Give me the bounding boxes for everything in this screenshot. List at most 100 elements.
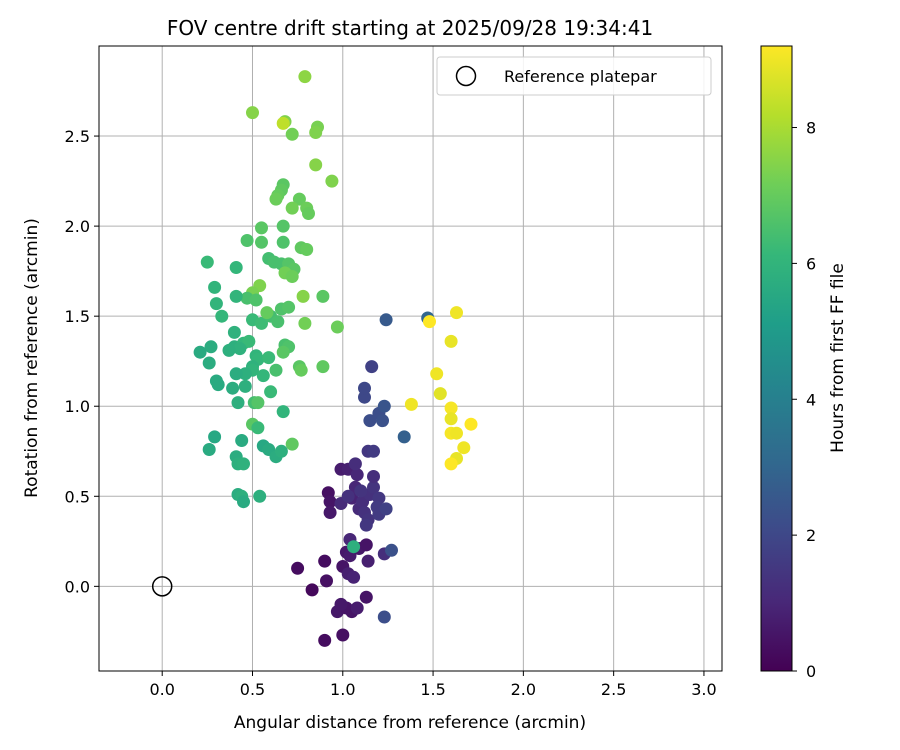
x-tick-label: 1.0	[330, 680, 355, 699]
data-point	[255, 235, 268, 249]
data-point	[215, 309, 229, 323]
data-point	[227, 325, 241, 339]
data-point	[365, 360, 379, 374]
data-point	[285, 201, 299, 215]
data-point	[348, 457, 362, 471]
data-point	[264, 385, 278, 399]
data-point	[255, 316, 268, 330]
x-tick-label: 2.0	[511, 680, 536, 699]
data-point	[251, 421, 265, 435]
data-point	[235, 434, 249, 447]
data-point	[323, 506, 337, 519]
data-point	[363, 414, 377, 428]
data-point	[276, 219, 290, 233]
data-point	[229, 261, 243, 274]
data-points	[193, 70, 478, 647]
data-point	[350, 601, 364, 615]
x-axis-label: Angular distance from reference (arcmin)	[234, 713, 586, 733]
data-point	[282, 300, 296, 314]
data-point	[334, 597, 348, 611]
colorbar-gradient	[760, 45, 793, 672]
data-point	[262, 351, 276, 365]
data-point	[269, 192, 283, 206]
data-point	[298, 70, 312, 84]
x-tick-label: 0.5	[240, 680, 265, 699]
data-point	[237, 457, 250, 471]
data-point	[204, 340, 218, 354]
y-tick-label: 2.5	[65, 127, 90, 146]
data-point	[260, 306, 274, 320]
legend-box	[436, 56, 712, 96]
data-point	[354, 484, 368, 498]
y-tick-label: 0.0	[65, 577, 90, 596]
data-point	[358, 390, 371, 404]
data-point	[320, 574, 333, 588]
data-point	[309, 126, 323, 139]
x-tick-label: 3.0	[691, 680, 716, 699]
data-point	[226, 381, 240, 395]
x-tick-label: 2.5	[601, 680, 626, 699]
data-point	[433, 387, 447, 401]
data-point	[316, 289, 330, 303]
data-point	[274, 444, 288, 458]
data-point	[209, 297, 223, 311]
data-point	[294, 363, 308, 377]
x-tick-label: 0.0	[149, 680, 174, 699]
data-point	[350, 468, 364, 482]
reference-platepar-marker	[151, 576, 173, 597]
data-point	[316, 360, 330, 374]
data-point	[367, 470, 380, 483]
plot-frame	[98, 45, 723, 672]
data-point	[256, 369, 270, 383]
colorbar-tick-label: 8	[806, 119, 816, 138]
data-point	[269, 363, 283, 377]
data-point	[238, 379, 252, 393]
data-point	[242, 334, 256, 348]
data-point	[208, 430, 222, 444]
data-point	[292, 192, 306, 206]
legend-marker-open-circle	[455, 65, 477, 87]
data-point	[309, 158, 323, 172]
data-point	[211, 378, 225, 392]
colorbar: 0 2 4 6 8 Hours from first FF file	[760, 45, 848, 681]
data-point	[276, 345, 290, 359]
data-point	[444, 334, 458, 348]
data-point	[347, 540, 361, 554]
data-point	[325, 174, 339, 188]
data-point	[222, 343, 236, 357]
data-point	[457, 441, 471, 455]
data-point	[318, 554, 332, 568]
colorbar-tick-label: 4	[806, 390, 816, 409]
data-point	[302, 207, 315, 220]
data-point	[276, 405, 290, 419]
data-point	[385, 543, 398, 557]
data-point	[404, 397, 418, 411]
data-point	[379, 313, 393, 327]
data-point	[423, 315, 436, 329]
colorbar-tick-label: 6	[806, 254, 816, 273]
data-point	[341, 489, 355, 503]
data-point	[246, 106, 259, 120]
data-point	[200, 255, 214, 269]
data-point	[285, 270, 299, 283]
data-point	[229, 367, 243, 381]
data-point	[237, 495, 250, 509]
legend-label-reference-platepar: Reference platepar	[504, 67, 657, 86]
data-point	[255, 221, 268, 235]
data-point	[361, 554, 375, 568]
data-point	[285, 127, 299, 141]
data-point	[336, 628, 350, 642]
legend: Reference platepar	[436, 56, 712, 96]
colorbar-label: Hours from first FF file	[828, 263, 848, 453]
data-point	[397, 430, 411, 444]
data-point	[379, 502, 393, 516]
y-axis-label: Rotation from reference (arcmin)	[22, 218, 42, 498]
data-point	[358, 381, 371, 395]
data-point	[323, 495, 337, 509]
data-point	[276, 235, 290, 249]
data-point	[229, 289, 243, 303]
data-point	[208, 280, 222, 294]
data-point	[450, 426, 463, 440]
